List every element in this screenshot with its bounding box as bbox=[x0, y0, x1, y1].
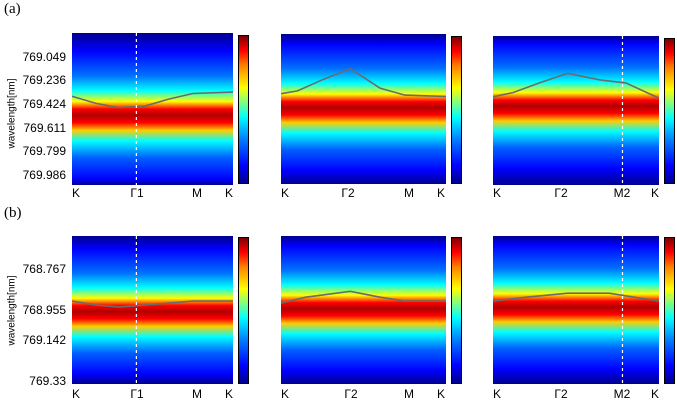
y-tick: 769.799 bbox=[22, 144, 66, 158]
colorbar-a2 bbox=[451, 36, 462, 184]
x-tick: M bbox=[192, 387, 202, 401]
peak-trace-line bbox=[72, 91, 233, 109]
heatmap-panel-a2 bbox=[281, 34, 446, 184]
y-tick: 769.236 bbox=[22, 73, 66, 87]
peak-trace-line bbox=[281, 290, 446, 304]
y-tick: 769.049 bbox=[22, 50, 66, 64]
x-tick: K bbox=[280, 387, 290, 401]
heatmap-intensity bbox=[281, 236, 446, 384]
heatmap-svg bbox=[281, 236, 446, 384]
peak-trace-line bbox=[72, 300, 233, 308]
x-tick: M2 bbox=[613, 186, 631, 200]
x-tick: Γ2 bbox=[341, 186, 355, 200]
heatmap-svg bbox=[281, 34, 446, 184]
heatmap-panel-b1 bbox=[72, 236, 233, 384]
x-tick: M2 bbox=[613, 387, 631, 401]
x-tick: M bbox=[404, 186, 414, 200]
y-tick: 768.955 bbox=[22, 303, 66, 317]
heatmap-intensity bbox=[493, 36, 659, 185]
heatmap-svg bbox=[72, 33, 233, 185]
x-tick: K bbox=[436, 186, 446, 200]
y-tick: 768.767 bbox=[22, 262, 66, 276]
y-tick: 769.142 bbox=[22, 333, 66, 347]
x-tick: K bbox=[492, 186, 502, 200]
x-tick: Γ2 bbox=[554, 387, 568, 401]
colorbar-b1 bbox=[238, 237, 249, 384]
x-tick: K bbox=[436, 387, 446, 401]
colorbar-a3 bbox=[664, 38, 675, 184]
x-tick: Γ1 bbox=[130, 186, 144, 200]
row-a-label: (a) bbox=[4, 1, 21, 17]
peak-trace-line bbox=[281, 67, 446, 98]
x-tick: K bbox=[71, 186, 81, 200]
heatmap-panel-a1 bbox=[72, 33, 233, 185]
x-tick: K bbox=[71, 387, 81, 401]
heatmap-intensity bbox=[493, 236, 659, 384]
x-tick: K bbox=[280, 186, 290, 200]
heatmap-intensity bbox=[72, 33, 233, 185]
heatmap-intensity bbox=[72, 236, 233, 384]
colorbar-b3 bbox=[664, 237, 675, 384]
heatmap-panel-b2 bbox=[281, 236, 446, 384]
colorbar-b2 bbox=[451, 237, 462, 384]
x-tick: K bbox=[224, 387, 234, 401]
colorbar-a1 bbox=[238, 35, 249, 184]
heatmap-panel-b3 bbox=[493, 236, 659, 384]
peak-trace-line bbox=[493, 72, 659, 99]
heatmap-svg bbox=[493, 236, 659, 384]
x-tick: K bbox=[492, 387, 502, 401]
heatmap-svg bbox=[493, 36, 659, 185]
x-tick: M bbox=[404, 387, 414, 401]
heatmap-intensity bbox=[281, 34, 446, 184]
y-tick: 769.33 bbox=[29, 374, 66, 388]
x-tick: Γ2 bbox=[344, 387, 358, 401]
peak-trace-line bbox=[493, 292, 659, 302]
x-tick: K bbox=[224, 186, 234, 200]
heatmap-panel-a3 bbox=[493, 36, 659, 185]
heatmap-svg bbox=[72, 236, 233, 384]
x-tick: Γ2 bbox=[554, 186, 568, 200]
y-tick: 769.424 bbox=[22, 97, 66, 111]
x-tick: K bbox=[650, 387, 660, 401]
x-tick: K bbox=[650, 186, 660, 200]
row-b-label: (b) bbox=[4, 205, 22, 221]
x-tick: Γ1 bbox=[130, 387, 144, 401]
y-tick: 769.986 bbox=[22, 168, 66, 182]
x-tick: M bbox=[192, 186, 202, 200]
y-tick: 769.611 bbox=[23, 121, 67, 135]
